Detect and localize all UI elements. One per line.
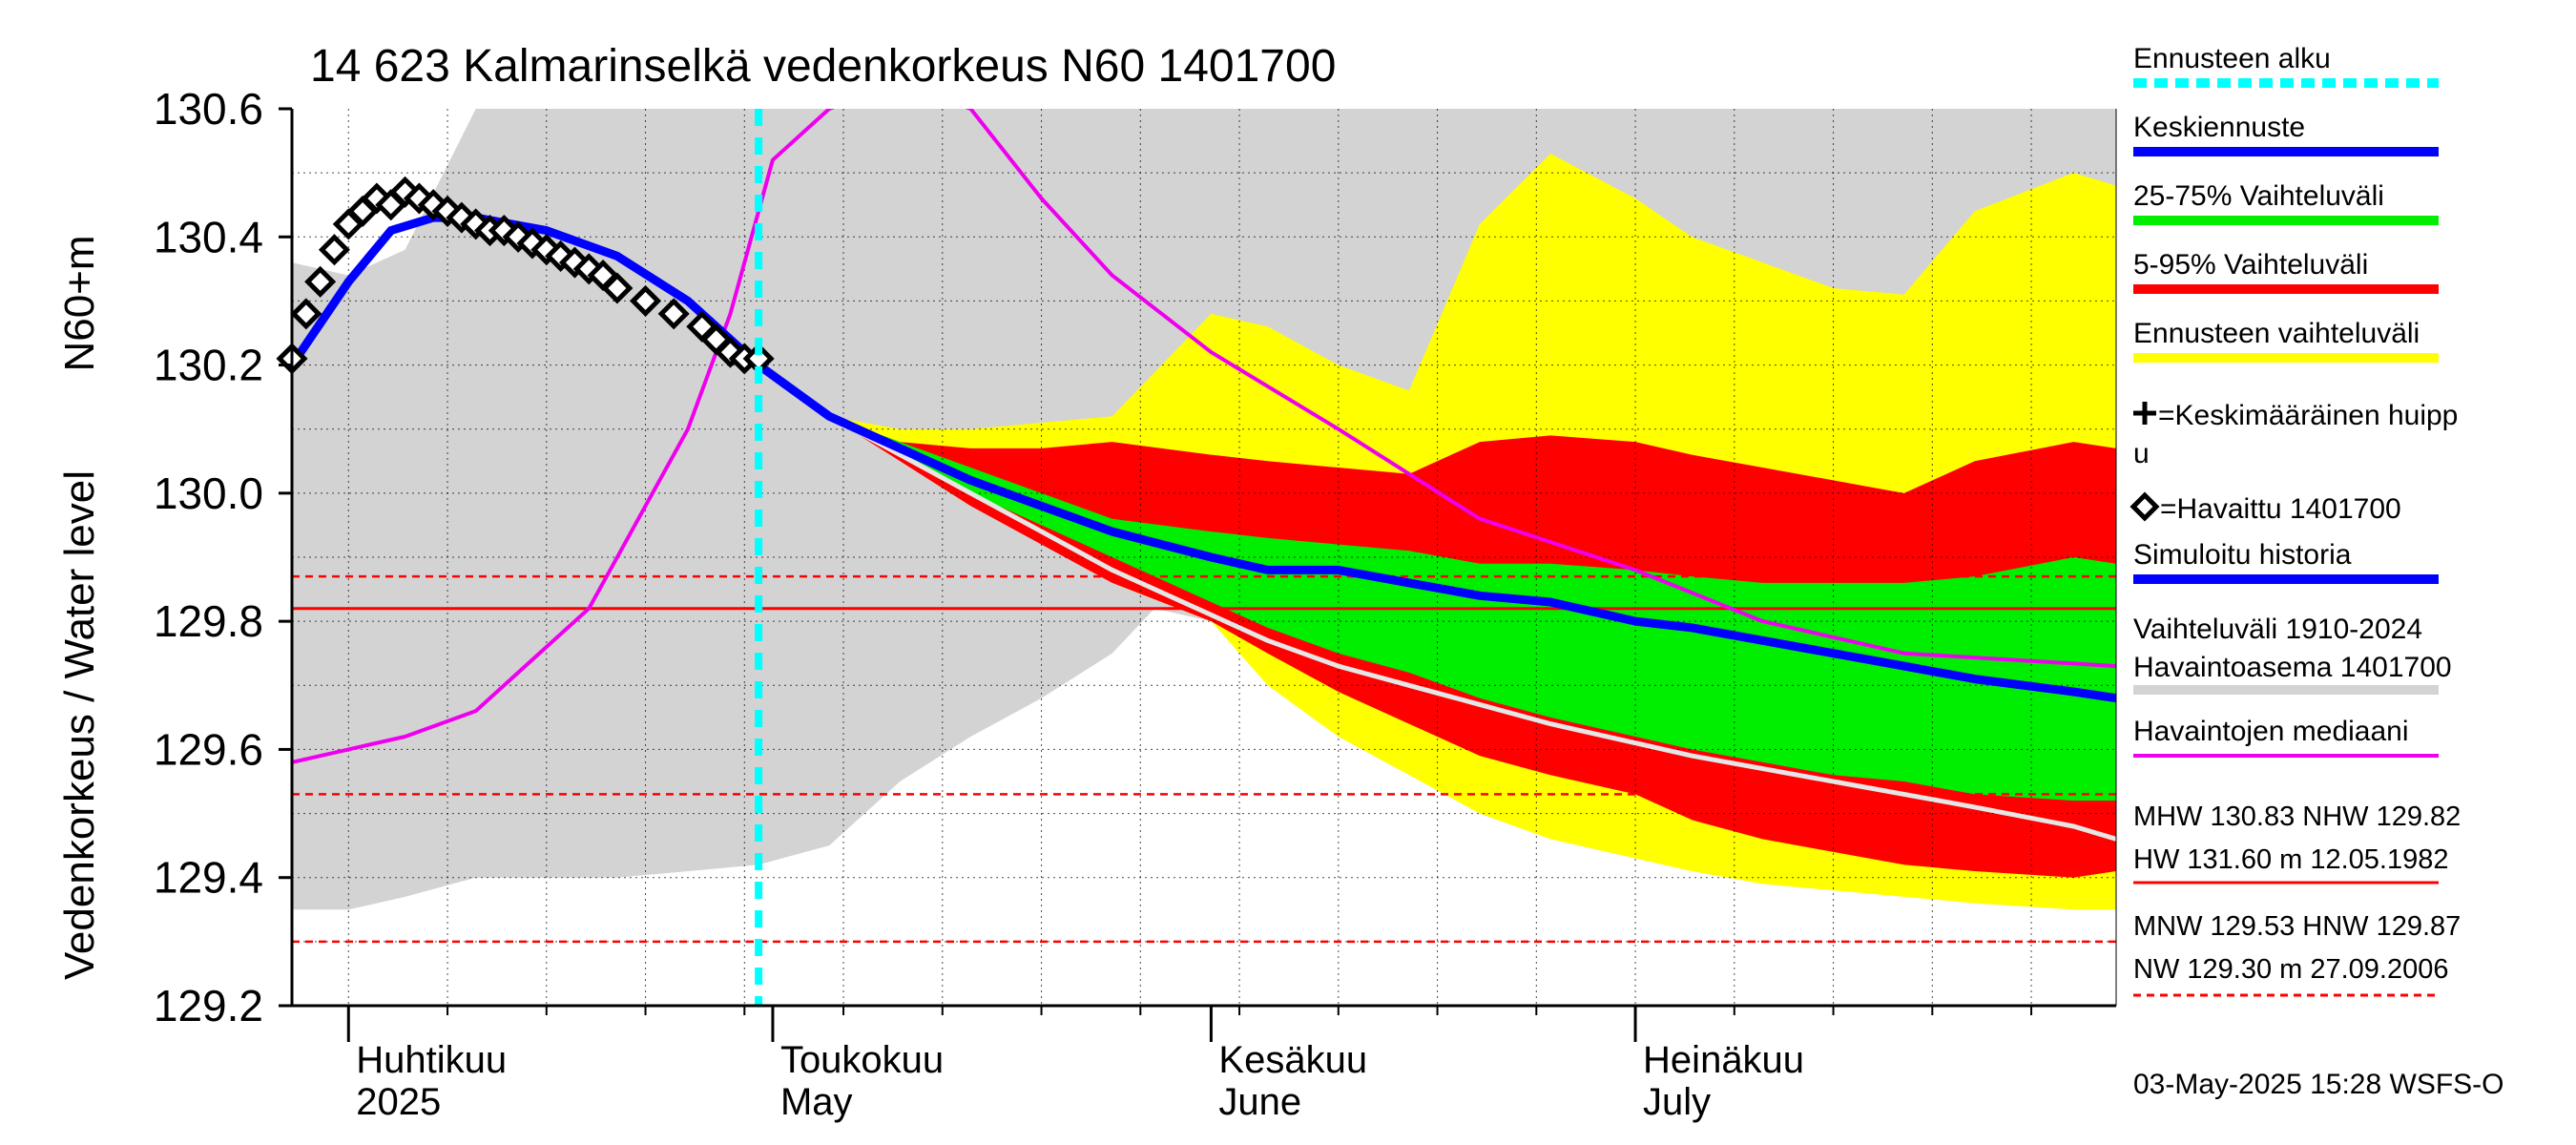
observed-point	[290, 298, 322, 330]
month-label-en: May	[780, 1081, 853, 1123]
diamond-icon	[2129, 491, 2160, 522]
legend-label: Keskiennuste	[2133, 112, 2305, 143]
plus-icon	[2133, 402, 2156, 425]
month-label-en: July	[1643, 1081, 1711, 1123]
y-axis-label: Vedenkorkeus / Water level	[56, 470, 103, 980]
month-label-fi: Heinäkuu	[1643, 1039, 1804, 1081]
legend-item-keskiennuste: Keskiennuste	[2133, 112, 2439, 156]
forecast-bands	[292, 109, 2116, 910]
month-label-en: 2025	[356, 1081, 441, 1123]
legend: Ennusteen alku Keskiennuste 25-75% Vaihtel…	[2129, 43, 2458, 758]
y-tick-labels: 129.2 129.4 129.6 129.8 130.0 130.2 130.4 130.6	[154, 84, 263, 1030]
legend-label: Ennusteen vaihteluväli	[2133, 318, 2420, 349]
legend-item-5-95-vaihteluv-li: 5-95% Vaihteluväli	[2133, 249, 2439, 294]
legend-label: Ennusteen alku	[2133, 43, 2331, 74]
observed-point	[657, 298, 690, 330]
stats-line-3: MNW 129.53 HNW 129.87	[2133, 911, 2461, 942]
observed-point	[431, 195, 464, 227]
legend-item-keskim-r-inen-huipp: =Keskimääräinen huipp u	[2133, 400, 2458, 469]
observed-markers	[276, 176, 775, 375]
axes	[279, 107, 2117, 1042]
month-label-fi: Kesäkuu	[1218, 1039, 1367, 1081]
observed-point	[558, 246, 591, 279]
month-label-fi: Huhtikuu	[356, 1039, 507, 1081]
legend-item-havaittu-1401700: =Havaittu 1401700	[2129, 491, 2401, 525]
month-label-en: June	[1218, 1081, 1301, 1123]
observed-point	[630, 284, 662, 317]
legend-label-cont: u	[2133, 438, 2150, 469]
legend-label: =Keskimääräinen huipp	[2158, 400, 2458, 431]
reference-lines	[292, 574, 2116, 944]
legend-label-cont: Havaintoasema 1401700	[2133, 652, 2452, 683]
grid-lines	[292, 109, 2116, 1006]
line-keskiennuste-median-white	[757, 363, 2116, 842]
y-tick-label: 130.6	[154, 84, 263, 134]
observed-point	[714, 336, 747, 368]
y-axis-unit: N60+m	[56, 235, 103, 371]
legend-label: 5-95% Vaihteluväli	[2133, 249, 2368, 281]
stats-line-2: HW 131.60 m 12.05.1982	[2133, 844, 2448, 875]
legend-label: Havaintojen mediaani	[2133, 716, 2409, 747]
stats-block: MHW 130.83 NHW 129.82 HW 131.60 m 12.05.…	[2133, 802, 2461, 997]
month-label-fi: Toukokuu	[780, 1039, 944, 1081]
y-tick-label: 129.8	[154, 596, 263, 646]
stats-line-1: MHW 130.83 NHW 129.82	[2133, 802, 2461, 832]
legend-item-ennusteen-vaihteluv-li: Ennusteen vaihteluväli	[2133, 318, 2439, 363]
legend-item-25-75-vaihteluv-li: 25-75% Vaihteluväli	[2133, 180, 2439, 225]
legend-item-vaihteluv-li-1910-2024: Vaihteluväli 1910-2024 Havaintoasema 140…	[2133, 614, 2452, 695]
chart-title: 14 623 Kalmarinselkä vedenkorkeus N60 14…	[310, 41, 1336, 92]
legend-label: =Havaittu 1401700	[2160, 493, 2401, 525]
legend-label: Vaihteluväli 1910-2024	[2133, 614, 2422, 645]
observed-point	[318, 234, 351, 266]
legend-label: 25-75% Vaihteluväli	[2133, 180, 2384, 212]
y-tick-label: 129.4	[154, 853, 263, 903]
line-havaintojen-mediaani	[292, 109, 2116, 764]
observed-point	[389, 176, 422, 208]
footer-timestamp: 03-May-2025 15:28 WSFS-O	[2133, 1069, 2504, 1100]
observed-point	[304, 265, 337, 298]
legend-item-ennusteen-alku: Ennusteen alku	[2133, 43, 2439, 88]
stats-line-4: NW 129.30 m 27.09.2006	[2133, 954, 2448, 985]
y-tick-label: 129.2	[154, 981, 263, 1030]
y-tick-label: 129.6	[154, 724, 263, 774]
observed-point	[572, 253, 605, 285]
legend-item-simuloitu-historia: Simuloitu historia	[2133, 539, 2439, 584]
legend-item-havaintojen-mediaani: Havaintojen mediaani	[2133, 716, 2439, 758]
band-25-75-vaihteluv-li	[758, 364, 2116, 802]
y-tick-label: 130.4	[154, 212, 263, 261]
y-tick-label: 130.0	[154, 468, 263, 518]
legend-label: Simuloitu historia	[2133, 539, 2352, 571]
observed-point	[601, 272, 634, 304]
y-tick-label: 130.2	[154, 341, 263, 390]
